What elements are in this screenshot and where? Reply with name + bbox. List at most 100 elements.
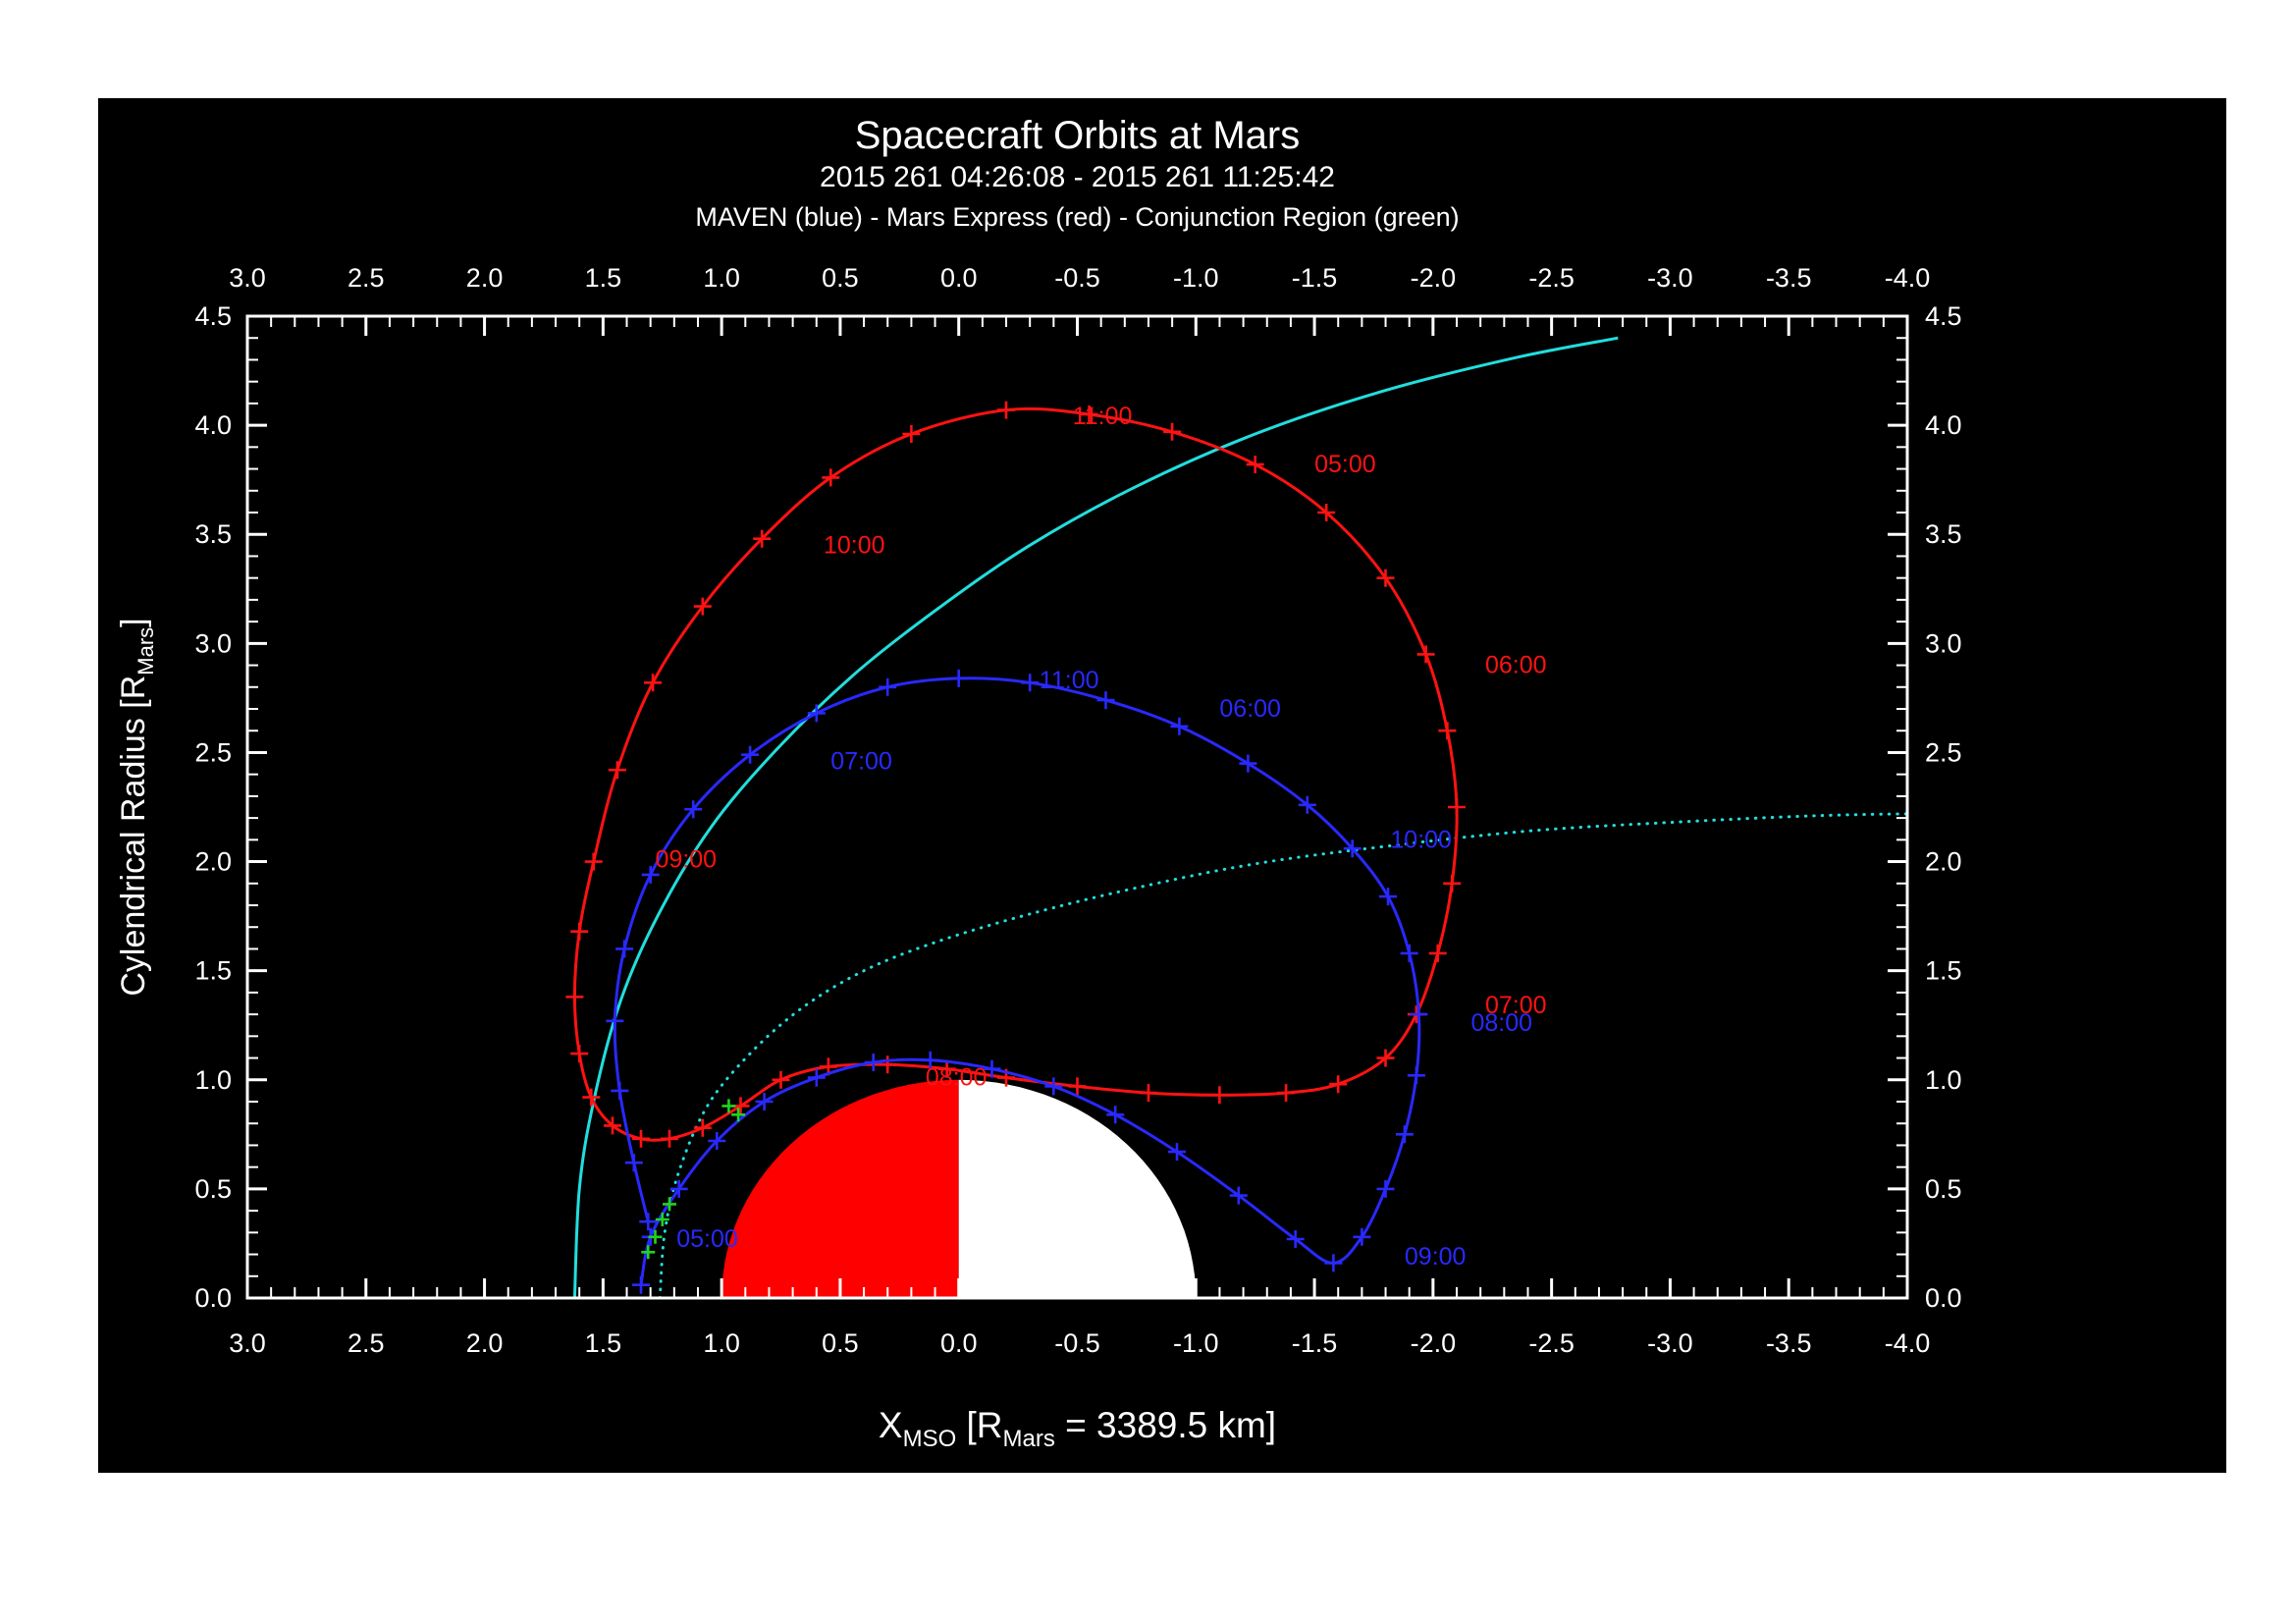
y-tick-label-left: 3.5: [194, 519, 232, 549]
maven-time-label: 06:00: [1219, 695, 1281, 723]
x-tick-label-top: -1.0: [1173, 263, 1219, 293]
x-tick-label-bottom: 3.0: [229, 1328, 266, 1358]
maven-orbit-tick-marker: [983, 1059, 1001, 1078]
mars-express-orbit-tick-marker: [1438, 722, 1457, 740]
maven-orbit-tick-marker: [1044, 1077, 1063, 1096]
axes-frame: [245, 314, 1909, 1300]
maven-orbit-tick-marker: [1400, 944, 1418, 962]
x-tick-label-top: 1.0: [703, 263, 740, 293]
x-tick-label-top: -0.5: [1054, 263, 1100, 293]
maven-orbit-tick-marker: [624, 1154, 643, 1172]
mars_express-time-label: 07:00: [1485, 992, 1547, 1019]
y-tick-label-left: 2.0: [194, 847, 232, 877]
mars-express-orbit-tick-marker: [632, 1129, 650, 1148]
maven-orbit-tick-marker: [606, 1011, 624, 1030]
mars-express-orbit-tick-marker: [604, 1116, 621, 1135]
y-tick-label-right: 0.0: [1925, 1283, 1962, 1313]
mars-express-orbit-tick-marker: [570, 1045, 589, 1063]
maven-orbit-tick-marker: [1106, 1106, 1125, 1124]
x-axis-title: XMSO [RMars = 3389.5 km]: [879, 1405, 1276, 1452]
x-tick-label-top: 1.5: [585, 263, 622, 293]
maven-orbit-tick-marker: [1229, 1186, 1248, 1205]
mars-express-orbit-tick-marker: [753, 529, 772, 548]
mars-express-orbit-tick-marker: [822, 468, 840, 487]
maven-time-label: 10:00: [1390, 826, 1452, 853]
x-tick-label-top: 2.5: [347, 263, 385, 293]
maven-orbit-tick-marker: [921, 1051, 939, 1069]
maven-orbit: [606, 669, 1428, 1294]
x-tick-label-bottom: -2.5: [1528, 1328, 1575, 1358]
x-tick-label-top: 0.5: [822, 263, 859, 293]
plot-subtitle: 2015 261 04:26:08 - 2015 261 11:25:42: [820, 161, 1335, 193]
y-tick-label-left: 0.0: [194, 1283, 232, 1313]
time-labels: 11:0005:0006:0007:0008:0009:0010:0011:00…: [656, 403, 1547, 1271]
mars-express-orbit-tick-marker: [570, 922, 589, 941]
maven-orbit-tick-marker: [1376, 1179, 1395, 1198]
bow-shock-curve: [572, 336, 1619, 1298]
maven-orbit-tick-marker: [1170, 717, 1189, 735]
mars-express-orbit-tick-marker: [1376, 568, 1395, 587]
maven-orbit-tick-marker: [1407, 1066, 1425, 1085]
orbit-chart: 11:0005:0006:0007:0008:0009:0010:0011:00…: [115, 263, 1962, 1452]
mars-express-orbit-tick-marker: [879, 1055, 897, 1074]
y-tick-label-left: 0.5: [194, 1174, 232, 1204]
conjunction-markers-tick-marker: [655, 1213, 669, 1226]
mars-express-orbit-tick-marker: [1277, 1084, 1296, 1103]
maven-time-label: 05:00: [676, 1225, 738, 1253]
y-tick-label-left: 1.0: [194, 1065, 232, 1095]
mars-express-orbit-tick-marker: [772, 1070, 790, 1089]
x-tick-label-bottom: 2.0: [466, 1328, 504, 1358]
maven-orbit-tick-marker: [1168, 1143, 1186, 1162]
x-tick-label-top: 0.0: [940, 263, 978, 293]
y-tick-label-right: 3.0: [1925, 628, 1962, 658]
y-tick-label-right: 2.0: [1925, 847, 1962, 877]
x-tick-label-bottom: 2.5: [347, 1328, 385, 1358]
maven-orbit-tick-marker: [639, 1213, 658, 1231]
maven-time-label: 09:00: [1405, 1243, 1467, 1271]
plot-title: Spacecraft Orbits at Mars: [854, 114, 1301, 157]
maven-orbit-tick-marker: [949, 669, 968, 687]
x-tick-label-top: -2.5: [1528, 263, 1575, 293]
y-tick-label-right: 4.0: [1925, 410, 1962, 440]
maven-orbit-tick-marker: [611, 1081, 629, 1100]
mars-express-orbit-tick-marker: [644, 674, 663, 692]
y-tick-label-left: 3.0: [194, 628, 232, 658]
maven-orbit-tick-marker: [1096, 691, 1115, 710]
mars-nightside: [958, 1079, 1197, 1298]
mars-express-orbit-tick-marker: [661, 1129, 678, 1148]
x-tick-label-bottom: -3.5: [1766, 1328, 1812, 1358]
conjunction-markers-tick-marker: [641, 1245, 656, 1260]
y-tick-label-right: 3.5: [1925, 519, 1962, 549]
mars-express-orbit-tick-marker: [1246, 456, 1264, 474]
x-tick-label-top: 3.0: [229, 263, 266, 293]
x-tick-label-top: -4.0: [1885, 263, 1931, 293]
mars-express-orbit-tick-marker: [1428, 944, 1447, 962]
mars_express-time-label: 06:00: [1485, 652, 1547, 679]
y-tick-label-right: 2.5: [1925, 737, 1962, 767]
maven-orbit-tick-marker: [1379, 888, 1397, 906]
mars_express-time-label: 10:00: [824, 531, 885, 559]
maven-orbit-tick-marker: [1410, 1005, 1428, 1024]
conjunction-markers-tick-marker: [731, 1108, 746, 1122]
tick-labels: 3.0 3.0 2.5 2.5 2.0 2.0 1.5 1.5 1.0 1.0 0.5 0.5 0.0 0…: [194, 263, 1961, 1358]
maven-time-label: 07:00: [830, 747, 892, 775]
conjunction-markers-tick-marker: [721, 1099, 736, 1113]
maven-orbit-tick-marker: [684, 800, 703, 819]
maven-orbit-tick-marker: [1324, 1254, 1343, 1272]
maven-orbit-tick-marker: [807, 704, 826, 723]
mars-express-orbit-tick-marker: [608, 761, 626, 780]
x-tick-label-bottom: -3.0: [1647, 1328, 1693, 1358]
mars-express-orbit-tick-marker: [1376, 1049, 1395, 1067]
mars-express-orbit-tick-marker: [937, 1059, 956, 1078]
maven-orbit-tick-marker: [807, 1068, 826, 1087]
mars-express-orbit-tick-marker: [582, 1088, 601, 1107]
x-tick-label-bottom: 0.5: [822, 1328, 859, 1358]
mars-express-orbit-tick-marker: [1317, 504, 1336, 521]
conjunction-markers: [641, 1099, 746, 1260]
maven-orbit-tick-marker: [708, 1132, 726, 1150]
mars_express-time-label: 08:00: [926, 1064, 988, 1092]
mars-express-orbit-tick-marker: [693, 1118, 712, 1137]
x-tick-label-top: -3.0: [1647, 263, 1693, 293]
mars-express-orbit-tick-marker: [1210, 1086, 1229, 1105]
maven-orbit-tick-marker: [641, 865, 660, 884]
